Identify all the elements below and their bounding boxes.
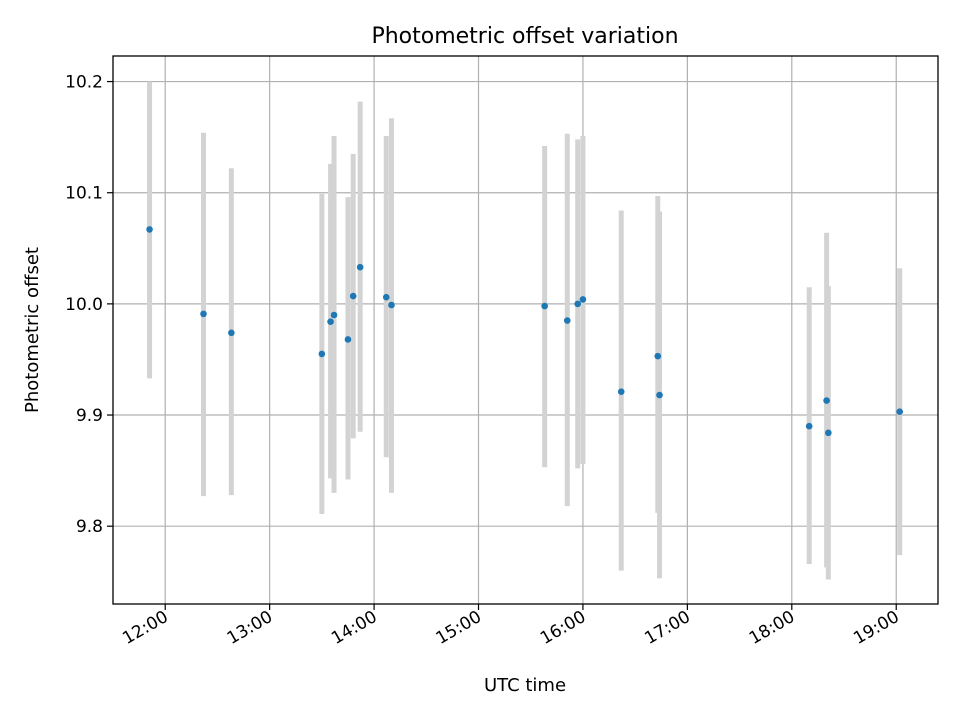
y-axis-ticks: 9.8 9.9 10.0 10.1 10.2	[65, 73, 113, 537]
data-point	[656, 391, 663, 399]
plot-frame	[112, 55, 939, 605]
data-point	[382, 293, 390, 301]
data-point	[823, 397, 830, 404]
data-point	[318, 350, 326, 358]
data-point	[327, 318, 334, 325]
chart-title: Photometric offset variation	[371, 24, 678, 49]
data-point	[388, 301, 395, 309]
data-point	[356, 263, 364, 271]
y-axis-label: Photometric offset	[22, 247, 43, 413]
data-point	[896, 408, 904, 415]
data-point	[228, 329, 235, 337]
data-point	[330, 311, 338, 319]
data-points	[146, 226, 904, 437]
data-point	[146, 226, 153, 233]
data-point	[579, 296, 587, 303]
data-point	[574, 300, 582, 308]
y-tick-label: 10.2	[65, 73, 103, 93]
y-tick-label: 10.0	[65, 295, 103, 315]
x-axis-label: UTC time	[484, 675, 566, 696]
data-point	[617, 388, 625, 395]
data-point	[344, 336, 352, 343]
data-point	[541, 302, 548, 310]
data-point	[805, 422, 813, 430]
data-point	[563, 317, 571, 324]
data-point	[654, 352, 662, 360]
data-point	[349, 292, 357, 300]
data-point	[200, 310, 207, 318]
y-tick-label: 9.9	[76, 406, 103, 426]
y-tick-label: 10.1	[65, 184, 103, 204]
data-point	[825, 429, 832, 437]
y-tick-label: 9.8	[76, 517, 103, 537]
